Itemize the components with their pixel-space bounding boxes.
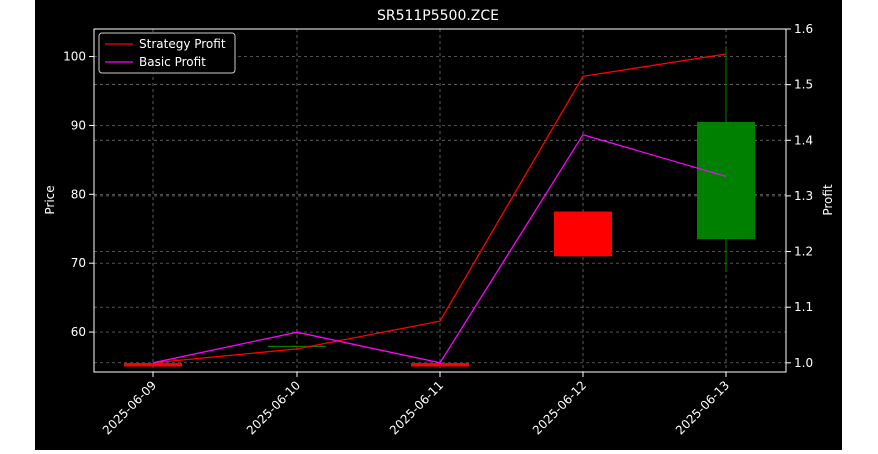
candle-body — [268, 345, 326, 348]
y-left-tick-label: 60 — [71, 325, 86, 339]
candle-body — [554, 211, 612, 257]
y-axis-right-label: Profit — [821, 184, 835, 216]
candle-body — [124, 363, 182, 367]
x-tick-label: 2025-06-11 — [387, 378, 446, 437]
candle-body — [411, 363, 469, 367]
candles — [124, 46, 755, 367]
y-right-tick-label: 1.6 — [794, 22, 813, 36]
y-right-tick-label: 1.1 — [794, 300, 813, 314]
chart-title: SR511P5500.ZCE — [377, 8, 499, 24]
x-tick-label: 2025-06-09 — [100, 378, 159, 437]
basic-profit-line — [152, 133, 727, 364]
y-left-tick-label: 80 — [71, 187, 86, 201]
strategy-profit-line — [152, 53, 727, 364]
chart-canvas: 2025-06-09 2025-06-10 2025-06-11 2025-06-12… — [43, 8, 835, 437]
chart-panel: 2025-06-09 2025-06-10 2025-06-11 2025-06-12… — [35, 0, 842, 450]
x-tick-label: 2025-06-10 — [244, 378, 303, 437]
legend-box — [98, 32, 236, 74]
y-left-tick-label: 90 — [71, 118, 86, 132]
y-right-tick-label: 1.2 — [794, 245, 813, 259]
y-right-tick-label: 1.4 — [794, 133, 813, 147]
legend: Strategy Profit Basic Profit — [98, 32, 236, 74]
y-left-tick-label: 100 — [63, 50, 86, 64]
y-right-tick-label: 1.0 — [794, 356, 813, 370]
y-axis-left-label: Price — [43, 185, 57, 214]
y-right-tick-label: 1.3 — [794, 189, 813, 203]
x-tick-label: 2025-06-12 — [530, 378, 589, 437]
grid-lines — [94, 28, 786, 372]
x-tick-label: 2025-06-13 — [673, 378, 732, 437]
y-left-tick-label: 70 — [71, 256, 86, 270]
legend-label-strategy-profit: Strategy Profit — [139, 37, 226, 51]
y-right-tick-label: 1.5 — [794, 78, 813, 92]
legend-label-basic-profit: Basic Profit — [139, 55, 206, 69]
candle-body — [697, 121, 755, 240]
profit-lines — [152, 53, 727, 364]
